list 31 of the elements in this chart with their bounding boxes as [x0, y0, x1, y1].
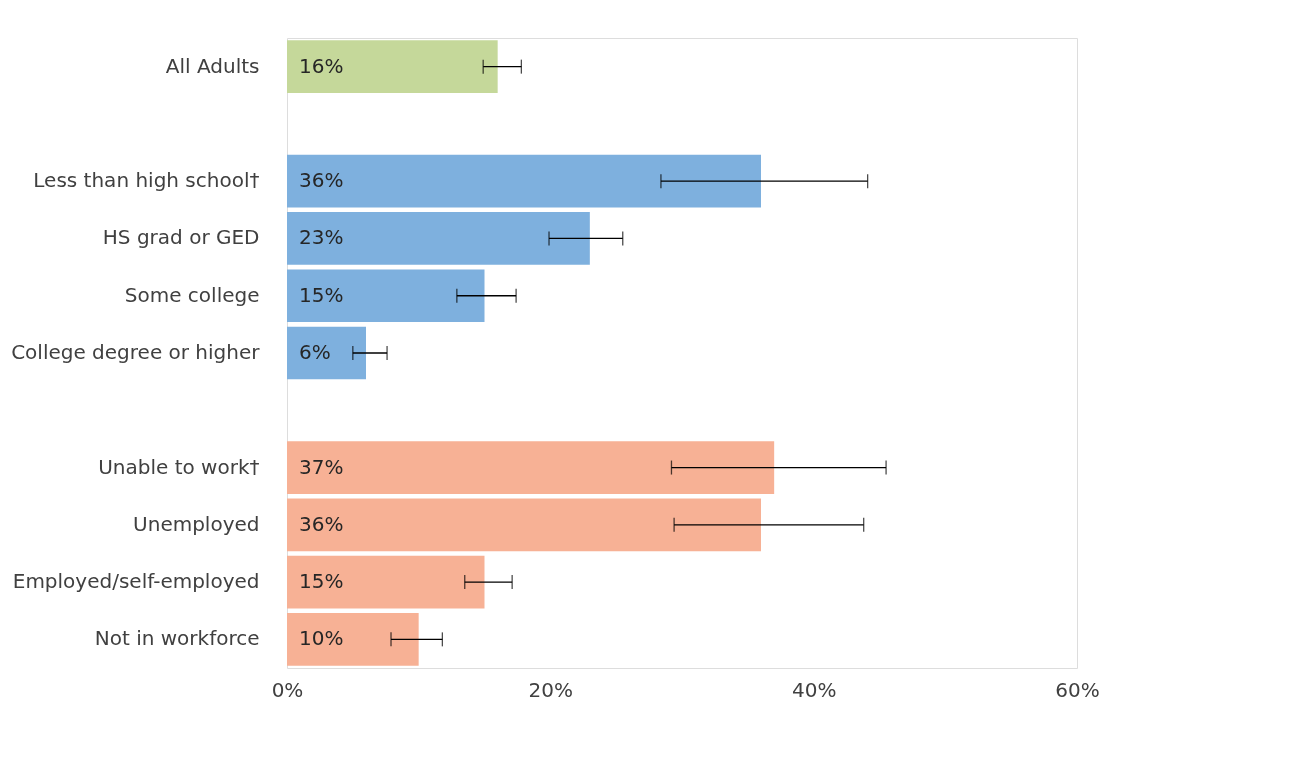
bar: [287, 212, 590, 265]
x-tick-label: 0%: [271, 677, 304, 702]
bar: [287, 498, 761, 552]
y-tick-label: Unemployed: [133, 511, 260, 536]
data-label: 15%: [299, 282, 344, 307]
x-tick-label: 20%: [528, 677, 574, 702]
data-label: 16%: [299, 53, 344, 78]
x-tick-label: 60%: [1055, 677, 1100, 702]
y-tick-label: Less than high school†: [33, 168, 260, 193]
bar: [287, 441, 775, 494]
y-tick-label: Some college: [124, 282, 260, 307]
bar: [287, 326, 366, 380]
bar: [287, 40, 498, 93]
bar: [287, 555, 485, 609]
x-tick-label: 40%: [791, 677, 837, 702]
y-tick-label: Employed/self-employed: [12, 569, 260, 594]
data-label: 6%: [299, 340, 331, 364]
y-tick-label: All Adults: [165, 53, 260, 78]
data-label: 36%: [299, 168, 344, 193]
data-label: 23%: [299, 225, 344, 250]
data-label: 36%: [299, 511, 344, 536]
bar: [287, 154, 761, 208]
data-label: 15%: [299, 569, 344, 594]
y-tick-label: HS grad or GED: [102, 225, 260, 250]
data-label: 37%: [299, 454, 344, 479]
data-label: 10%: [299, 626, 344, 651]
y-tick-label: College degree or higher: [11, 340, 261, 364]
bar: [287, 613, 419, 666]
y-tick-label: Unable to work†: [98, 454, 260, 479]
y-tick-label: Not in workforce: [94, 626, 260, 651]
bar: [287, 269, 485, 323]
